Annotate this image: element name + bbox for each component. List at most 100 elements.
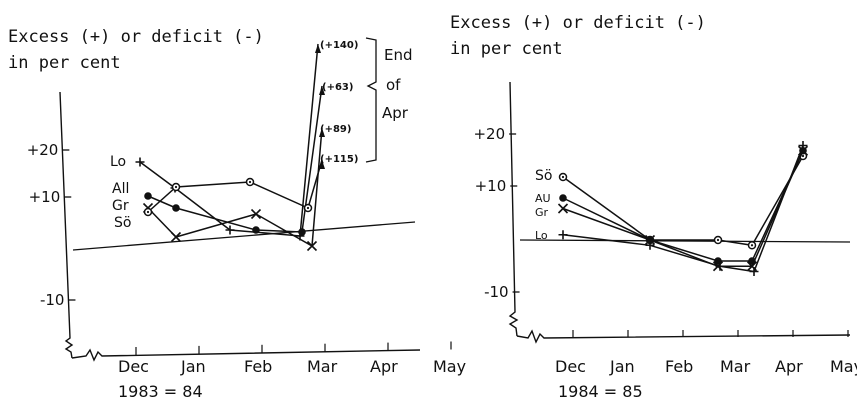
data-point-sö-glyph-center (146, 210, 150, 214)
data-point-sö (245, 177, 255, 187)
data-point-lo-glyph (135, 157, 145, 167)
data-point-all (252, 226, 260, 234)
data-point-sö (747, 241, 757, 250)
x-tick-label: Dec (555, 357, 586, 376)
data-point-all-glyph (144, 192, 152, 200)
data-point-lo (645, 240, 655, 250)
data-point-all (172, 204, 180, 212)
data-point-all (144, 192, 152, 200)
end-bracket (365, 37, 377, 163)
x-tick-label: Jan (180, 357, 206, 376)
series-label: Lo (110, 154, 126, 170)
data-point-sö-glyph-center (306, 206, 310, 210)
data-point-lo (225, 225, 235, 235)
chart-left: Excess (+) or deficit (-) in per cent +2… (8, 27, 466, 401)
data-point-sö (171, 182, 181, 192)
x-tick-label: Mar (307, 357, 338, 376)
y-tick-label: -10 (484, 283, 509, 301)
x-tick-label: Feb (244, 357, 272, 376)
x-tick-label: Apr (370, 357, 398, 376)
arrow-head (315, 44, 321, 53)
data-point-lo-glyph (558, 230, 568, 240)
data-point-sö (303, 203, 313, 213)
y-axis-label-line1: Excess (+) or deficit (-) (450, 13, 706, 33)
end-value-label: (+140) (320, 40, 358, 51)
data-point-lo-glyph (645, 240, 655, 250)
y-tick-label: -10 (40, 291, 65, 309)
data-point-lo-glyph (749, 267, 759, 276)
series-label: AU (535, 192, 551, 205)
y-tick-label: +10 (475, 177, 507, 195)
y-tick-label: +10 (29, 188, 61, 206)
end-of-apr-label: of (386, 76, 401, 94)
period-label: 1984 = 85 (558, 382, 643, 401)
series-label: All (112, 181, 129, 197)
data-point-gr (306, 240, 318, 252)
series-line-au (562, 150, 804, 262)
series-label: Sö (114, 215, 131, 231)
x-tick-label: Feb (665, 357, 693, 376)
data-point-gr-glyph (557, 203, 569, 214)
data-point-sö (713, 235, 723, 245)
x-axis-line (516, 329, 851, 344)
y-tick-label: +20 (473, 125, 505, 143)
data-point-lo (135, 157, 145, 167)
series-label: Sö (535, 168, 552, 184)
y-axis-line (508, 81, 519, 337)
data-point-sö-glyph-center (801, 154, 805, 158)
data-point-sö-glyph-center (174, 185, 178, 189)
chart-right: Excess (+) or deficit (-) in per cent +2… (450, 13, 857, 401)
data-point-gr-glyph (306, 240, 318, 252)
y-axis-label-line2: in per cent (450, 39, 563, 59)
data-point-au (559, 194, 567, 202)
x-tick-label: May (830, 357, 857, 376)
data-point-gr-glyph (644, 234, 656, 246)
zero-baseline (72, 221, 416, 251)
x-tick-label: Dec (118, 357, 149, 376)
data-point-gr (557, 203, 569, 214)
zero-baseline (519, 239, 851, 243)
data-point-gr (250, 208, 262, 220)
data-point-all-glyph (298, 228, 306, 236)
data-point-lo-glyph (225, 225, 235, 235)
data-point-sö-glyph-center (561, 175, 565, 179)
x-tick-label: May (433, 357, 466, 376)
data-point-sö-glyph-center (248, 180, 252, 184)
end-value-label: (+63) (322, 82, 353, 93)
x-axis-line (71, 348, 421, 362)
data-point-lo (798, 141, 808, 150)
y-tick-label: +20 (27, 141, 59, 159)
series-line-gr (562, 150, 804, 268)
data-point-lo (715, 261, 725, 271)
data-point-all (298, 228, 306, 236)
series-label: Lo (535, 229, 548, 242)
y-axis-label-line2: in per cent (8, 53, 121, 73)
series-label: Gr (535, 206, 549, 219)
series-label: Gr (112, 198, 129, 214)
data-point-gr-glyph (170, 231, 182, 243)
data-point-sö-glyph-center (750, 244, 754, 247)
arrow-head (319, 160, 325, 169)
data-point-lo (558, 230, 568, 240)
data-point-lo (749, 267, 759, 276)
x-tick-label: Apr (775, 357, 803, 376)
x-tick-label: Jan (609, 357, 635, 376)
arrow-head (319, 86, 325, 95)
data-point-gr (170, 231, 182, 243)
series-line-lo (139, 43, 319, 237)
arrow-head (319, 128, 325, 137)
end-value-label: (+89) (320, 124, 351, 135)
y-axis-label-line1: Excess (+) or deficit (-) (8, 27, 264, 47)
data-point-sö-glyph-center (716, 238, 720, 242)
data-point-gr (644, 234, 656, 246)
end-of-apr-label: Apr (382, 104, 409, 122)
end-value-label: (+115) (320, 154, 358, 165)
data-point-all-glyph (172, 204, 180, 212)
data-point-lo-glyph (715, 261, 725, 271)
data-point-au-glyph (559, 194, 567, 202)
data-point-gr-glyph (250, 208, 262, 220)
x-tick-label: Mar (720, 357, 751, 376)
y-axis-line (59, 91, 74, 359)
data-point-all-glyph (252, 226, 260, 234)
